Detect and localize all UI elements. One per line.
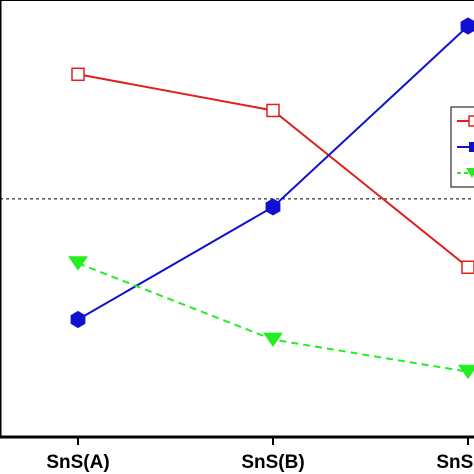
series-line xyxy=(77,25,469,321)
data-point-square xyxy=(266,103,280,118)
data-point-hexagon xyxy=(265,198,281,216)
data-point-triangle xyxy=(263,332,283,347)
data-point-triangle xyxy=(458,364,474,380)
series-line xyxy=(77,73,469,269)
x-tick-group: SnS(A) SnS(B) SnS(C) xyxy=(46,437,474,473)
series-line xyxy=(77,262,469,373)
legend xyxy=(450,106,474,188)
data-point-hexagon xyxy=(460,17,474,35)
x-tick-label: SnS(B) xyxy=(241,452,304,473)
data-point-square xyxy=(461,260,474,274)
data-point-square xyxy=(71,67,85,82)
x-tick-label: SnS(A) xyxy=(46,452,109,473)
series-group xyxy=(68,17,474,380)
legend-marker-hexagon xyxy=(469,142,474,152)
legend-marker-square xyxy=(468,115,474,127)
axes xyxy=(0,0,474,439)
x-tick-label: SnS(C) xyxy=(436,452,474,473)
data-point-hexagon xyxy=(70,310,86,329)
data-point-triangle xyxy=(68,256,88,271)
legend-marker-triangle xyxy=(466,168,474,178)
